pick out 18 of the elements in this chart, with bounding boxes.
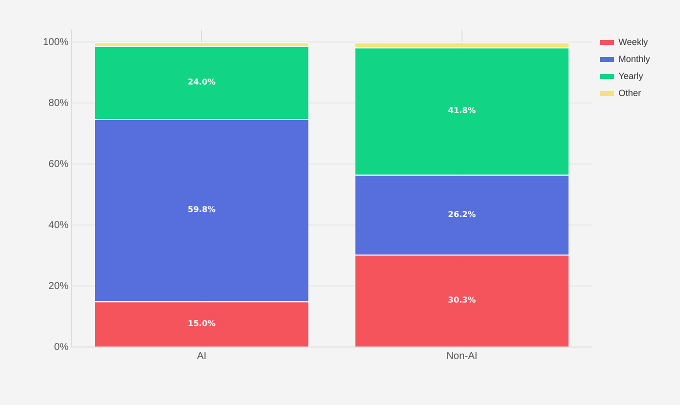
data-label: 26.2% <box>448 210 476 219</box>
legend-label: Monthly <box>618 54 650 64</box>
data-label: 59.8% <box>188 205 216 214</box>
y-tick-label: 80% <box>48 98 69 109</box>
legend-label: Other <box>618 88 641 98</box>
y-tick-label: 40% <box>48 220 69 231</box>
y-tick-label: 60% <box>48 158 69 170</box>
legend-label: Weekly <box>618 36 648 47</box>
data-label: 24.0% <box>188 78 216 87</box>
y-tick-label: 0% <box>54 342 69 353</box>
x-tick-label: AI <box>196 350 206 362</box>
y-tick-label: 20% <box>48 280 69 292</box>
data-label: 30.3% <box>448 296 476 305</box>
x-tick-label: Non-AI <box>446 350 478 362</box>
data-label: 15.0% <box>188 318 216 328</box>
y-tick-label: 100% <box>43 36 69 48</box>
data-label: 41.8% <box>448 106 476 116</box>
legend-label: Yearly <box>618 70 644 81</box>
